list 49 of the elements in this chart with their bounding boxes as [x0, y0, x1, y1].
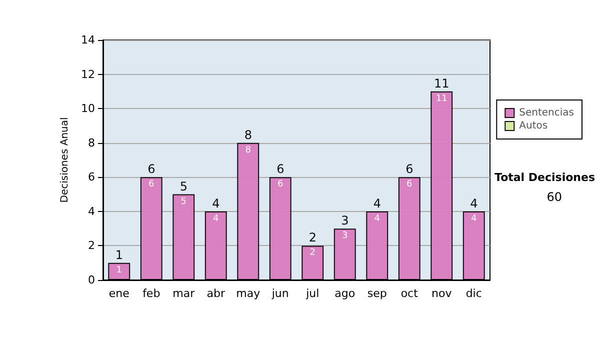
y-tick-label: 0	[88, 274, 95, 286]
data-label: 6	[148, 180, 155, 190]
x-tick-label: nov	[432, 287, 452, 300]
y-tick-label: 14	[81, 34, 95, 46]
y-tick-label: 8	[88, 136, 95, 150]
x-tick-label: oct	[400, 287, 419, 300]
x-tick-label: sep	[367, 287, 387, 300]
text: Total Decisiones	[494, 171, 596, 184]
legend-label: Sentencias	[519, 108, 574, 118]
legend-label: Autos	[519, 120, 548, 132]
total-label: 1	[115, 248, 123, 262]
x-tick-label: ago	[334, 287, 356, 300]
y-tick-label: 4	[88, 204, 95, 218]
y-axis-title: Decisiones Anual	[60, 117, 71, 203]
data-label: 3	[342, 231, 348, 242]
total-label: 8	[244, 128, 252, 142]
total-label: 3	[341, 214, 349, 228]
x-tick-label: jul	[305, 287, 320, 300]
x-tick-label: feb	[142, 287, 160, 300]
x-tick-label: mar	[172, 287, 196, 300]
total-label: 5	[180, 179, 188, 194]
data-label: 5	[180, 196, 186, 207]
text: 60	[546, 190, 562, 204]
y-tick-label: 6	[88, 170, 95, 184]
data-label: 4	[374, 214, 380, 224]
total-label: 6	[406, 162, 414, 176]
total-label: 4	[470, 196, 478, 210]
y-tick-label: 10	[81, 102, 95, 116]
data-label: 2	[310, 248, 316, 258]
total-label: 11	[434, 76, 450, 90]
x-tick-label: jun	[270, 287, 289, 300]
data-label: 6	[278, 180, 284, 190]
total-label: 4	[373, 196, 381, 210]
x-tick-label: ene	[108, 287, 130, 300]
data-label: 4	[471, 214, 478, 224]
data-label: 6	[406, 180, 413, 190]
y-tick-label: 2	[88, 239, 95, 252]
x-tick-label: may	[236, 287, 261, 300]
data-label: 11	[436, 94, 448, 104]
data-label: 4	[213, 214, 220, 224]
total-label: 6	[148, 162, 156, 176]
x-tick-label: abr	[206, 287, 226, 300]
x-tick-label: dic	[466, 287, 482, 300]
y-tick-label: 12	[81, 68, 95, 81]
total-label: 6	[276, 162, 284, 176]
total-label: 2	[308, 230, 316, 245]
total-label: 4	[212, 196, 220, 210]
data-label: 8	[245, 145, 252, 156]
data-label: 1	[116, 265, 122, 276]
